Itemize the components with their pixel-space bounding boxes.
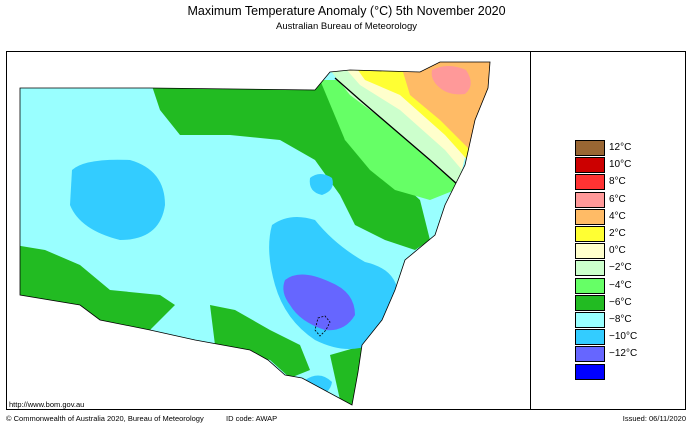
- legend-swatch: [575, 174, 605, 191]
- id-code-text: ID code: AWAP: [226, 414, 278, 423]
- legend-label: 10°C: [609, 159, 632, 171]
- band-minus-6-southeast: [330, 345, 365, 405]
- map-title: Maximum Temperature Anomaly (°C) 5th Nov…: [187, 4, 506, 18]
- map-frame: [6, 51, 686, 410]
- legend-swatch: [575, 363, 605, 380]
- band-minus-6-south: [210, 305, 310, 378]
- band-minus-10-central: [309, 174, 333, 195]
- legend-label: −2°C: [609, 262, 632, 274]
- band-minus-6-north: [150, 80, 430, 250]
- legend-label: 2°C: [609, 228, 626, 239]
- legend-label: 0°C: [609, 245, 626, 257]
- band-minus-2: [330, 70, 465, 185]
- band-minus-12: [283, 274, 355, 331]
- act-border: [314, 315, 331, 337]
- zero-contour-line: [334, 77, 459, 186]
- legend-swatch: [575, 329, 605, 346]
- map-subtitle: Australian Bureau of Meteorology: [276, 21, 417, 32]
- legend-label: 4°C: [609, 210, 626, 222]
- band-plus-6: [431, 66, 471, 95]
- legend-label: −6°C: [609, 296, 632, 308]
- legend-swatch: [575, 157, 605, 174]
- legend-swatch: [575, 208, 605, 225]
- legend-swatch: [575, 226, 605, 242]
- nsw-anomaly-field: [20, 62, 490, 405]
- band-minus-6-west: [20, 245, 175, 330]
- legend-label: 8°C: [609, 176, 626, 188]
- legend-label: 6°C: [609, 193, 626, 205]
- legend-swatch: [575, 191, 605, 208]
- nsw-border: [19, 61, 491, 406]
- issued-date-text: Issued: 06/11/2020: [622, 414, 686, 423]
- legend-swatch: [575, 294, 605, 311]
- legend-label: −12°C: [609, 348, 638, 360]
- legend-swatch: [575, 260, 605, 277]
- copyright-text: © Commonwealth of Australia 2020, Bureau…: [6, 414, 204, 423]
- legend-label: −10°C: [609, 331, 638, 343]
- legend-swatch: [575, 140, 605, 156]
- legend-divider: [530, 51, 531, 410]
- legend-swatch: [575, 277, 605, 294]
- band-zero: [345, 68, 470, 170]
- legend-label: −8°C: [609, 314, 632, 325]
- band-minus-10-west: [70, 159, 165, 240]
- band-plus-4: [400, 62, 490, 150]
- legend-swatch: [575, 312, 605, 328]
- url-text: http://www.bom.gov.au: [9, 400, 85, 409]
- legend-label: 12°C: [609, 142, 632, 153]
- legend-swatch: [575, 346, 605, 363]
- legend-swatch: [575, 243, 605, 260]
- legend-label: −4°C: [609, 279, 632, 291]
